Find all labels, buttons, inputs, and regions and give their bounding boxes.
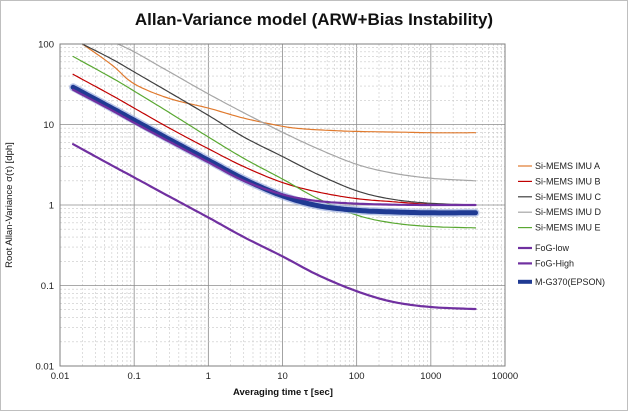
legend-label: FoG-low bbox=[535, 243, 570, 253]
y-axis-label: Root Allan-Variance σ(τ) [dph] bbox=[4, 142, 15, 268]
y-tick-label: 100 bbox=[38, 40, 54, 51]
series-line bbox=[81, 43, 477, 206]
y-tick-label: 0.1 bbox=[41, 281, 54, 292]
plot-area bbox=[59, 43, 506, 367]
legend-label: Si-MEMS IMU C bbox=[535, 192, 601, 202]
legend-label: Si-MEMS IMU A bbox=[535, 161, 600, 171]
legend-label: Si-MEMS IMU B bbox=[535, 176, 601, 186]
legend-label: Si-MEMS IMU E bbox=[535, 223, 601, 233]
series-line bbox=[72, 88, 477, 207]
series-line bbox=[70, 84, 478, 216]
x-tick-label: 10000 bbox=[492, 371, 518, 382]
series-line bbox=[72, 55, 477, 229]
series-line bbox=[72, 143, 477, 311]
x-tick-label: 1000 bbox=[420, 371, 441, 382]
legend: Si-MEMS IMU A Si-MEMS IMU B Si-MEMS IMU C S… bbox=[518, 161, 605, 287]
legend-label: FoG-High bbox=[535, 258, 574, 268]
y-tick-label: 1 bbox=[49, 201, 54, 212]
tick-labels: 0.01 0.1 1 10 100 1000 10000 100 10 1 0.1 0.01 bbox=[36, 40, 519, 383]
x-tick-label: 1 bbox=[206, 371, 211, 382]
x-tick-label: 100 bbox=[349, 371, 365, 382]
series-line bbox=[72, 73, 477, 206]
legend-label: Si-MEMS IMU D bbox=[535, 207, 601, 217]
x-tick-label: 10 bbox=[277, 371, 288, 382]
series-lines bbox=[69, 43, 480, 311]
series-line bbox=[117, 43, 477, 182]
chart-title: Allan-Variance model (ARW+Bias Instabili… bbox=[135, 10, 493, 29]
series-line bbox=[81, 43, 477, 134]
legend-label: M-G370(EPSON) bbox=[535, 277, 605, 287]
x-axis-label: Averaging time τ [sec] bbox=[233, 387, 333, 398]
x-tick-label: 0.01 bbox=[51, 371, 70, 382]
y-tick-label: 0.01 bbox=[36, 362, 55, 373]
x-tick-label: 0.1 bbox=[128, 371, 141, 382]
y-tick-label: 10 bbox=[43, 120, 54, 131]
